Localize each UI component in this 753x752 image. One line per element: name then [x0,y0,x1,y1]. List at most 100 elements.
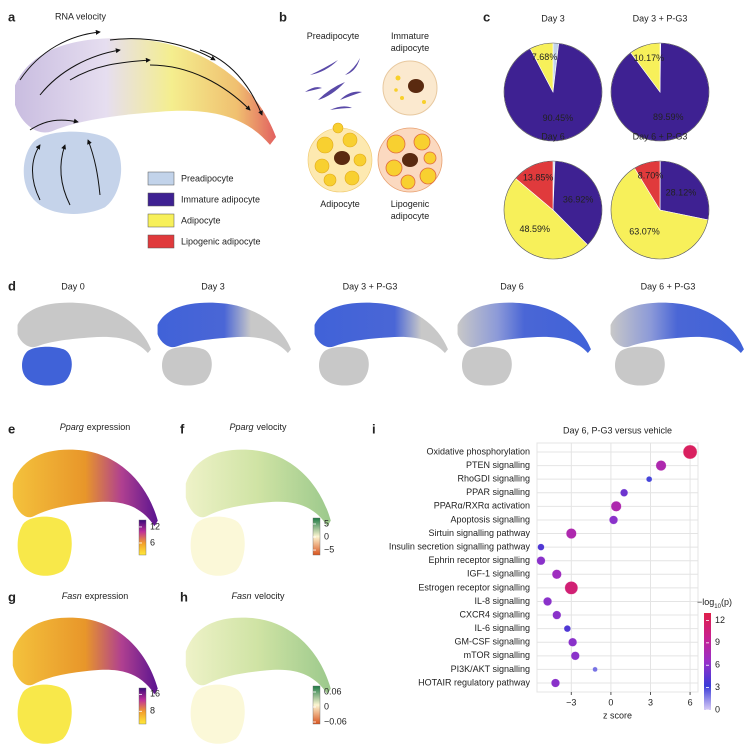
cell-label-line: Adipocyte [320,199,360,209]
umap [17,302,151,386]
legend-label: Preadipocyte [181,173,234,183]
colorbar-tick-label: −5 [324,544,334,554]
umap [12,617,158,744]
pie-title: Day 6 + P-G3 [633,131,688,141]
gene-name: Fasn [62,591,82,601]
dot [564,581,579,595]
category-label: mTOR signalling [464,650,530,660]
umap [157,302,291,386]
dot [543,597,553,606]
feature-kind: expression [87,422,131,432]
adipocyte-illustration [307,122,373,193]
category-label: HOTAIR regulatory pathway [418,677,530,687]
dot [646,476,653,483]
velocity-streams [19,29,263,206]
colorbar-tick-label: 8 [150,706,155,716]
cell-label-line: Immature [391,31,429,41]
legend-label: Lipogenic adipocyte [181,236,261,246]
dot [563,625,571,633]
colorbar-tick-label: 0 [324,701,329,711]
dot [552,610,562,620]
colorbar [138,687,147,725]
colorbar-tick-label: 6 [715,660,720,670]
panel-letter: i [372,421,376,436]
legend-swatch [147,234,175,249]
pie-value-label: 28.12% [666,187,697,197]
legend-label: Adipocyte [181,215,221,225]
category-label: RhoGDI signalling [457,474,530,484]
legend-swatch [147,192,175,207]
x-tick-label: 6 [688,697,693,707]
pie-value-label: 90.45% [543,113,574,123]
umap [185,617,331,744]
pie-outline [503,42,603,142]
colorbar-title-part: 10 [714,604,721,610]
colorbar [704,613,711,710]
pie-value-label: 10.17% [634,53,665,63]
panel-letter: e [8,421,15,436]
feature-title: Pparg expression [60,422,131,432]
panel-title: RNA velocity [55,11,107,21]
umap [185,449,331,576]
colorbar-title: −log10(p) [697,597,732,609]
cell-label: Preadipocyte [307,31,360,41]
pie-title: Day 6 [541,131,565,141]
dot [565,528,577,539]
panel-letter: g [8,589,16,604]
colorbar-tick-label: 9 [715,637,720,647]
legend-swatch [147,171,175,186]
dot [537,543,545,551]
category-label: Estrogen receptor signalling [418,582,530,592]
plot-frame [536,442,699,693]
pie-outline [610,42,710,142]
panel-letter: h [180,589,188,604]
panel-letter: a [8,9,16,24]
pie-value-label: 89.59% [653,112,684,122]
category-label: IL-6 signalling [474,623,530,633]
colorbar [312,685,321,725]
feature-title: Fasn velocity [231,591,285,601]
immature-adipocyte-illustration [382,60,438,116]
chart-title: Day 6, P-G3 versus vehicle [563,425,672,435]
x-axis-label: z score [603,710,632,720]
cell-label-line: Preadipocyte [307,31,360,41]
category-label: IGF-1 signalling [467,569,530,579]
umap-title: Day 0 [61,281,85,291]
umap-title: Day 6 [500,281,524,291]
colorbar-tick-label: 6 [150,537,155,547]
category-label: Oxidative phosphorylation [426,446,530,456]
x-tick-label: −3 [566,697,576,707]
umap-title: Day 3 [201,281,225,291]
category-label: Sirtuin signalling pathway [428,528,530,538]
panel-letter: d [8,278,16,293]
pie-outline [503,160,603,260]
dot [551,678,560,688]
dot [655,460,667,471]
legend-swatch [147,213,175,228]
dot [551,569,562,580]
feature-kind: velocity [255,591,286,601]
category-label: CXCR4 signalling [459,609,530,619]
umap [12,449,158,576]
category-label: Ephrin receptor signalling [428,555,530,565]
dot [570,651,580,661]
panel-letter: c [483,9,490,24]
umap [314,302,448,386]
pie-value-label: 48.59% [519,224,550,234]
colorbar-tick-label: 0 [715,704,720,714]
dot [620,488,629,497]
gene-name: Fasn [231,591,251,601]
pie-value-label: 63.07% [629,226,660,236]
panel-letter: b [279,9,287,24]
cell-label-line: adipocyte [391,211,430,221]
category-label: Insulin secretion signalling pathway [389,541,531,551]
umap [15,38,276,214]
category-label: PI3K/AKT signalling [451,664,530,674]
pie-value-label: 8.70% [638,170,664,180]
feature-title: Fasn expression [62,591,129,601]
dot [536,556,546,566]
dot [609,515,618,525]
colorbar-tick-label: 12 [150,521,160,531]
cell-label: Immature adipocyte [391,31,430,53]
